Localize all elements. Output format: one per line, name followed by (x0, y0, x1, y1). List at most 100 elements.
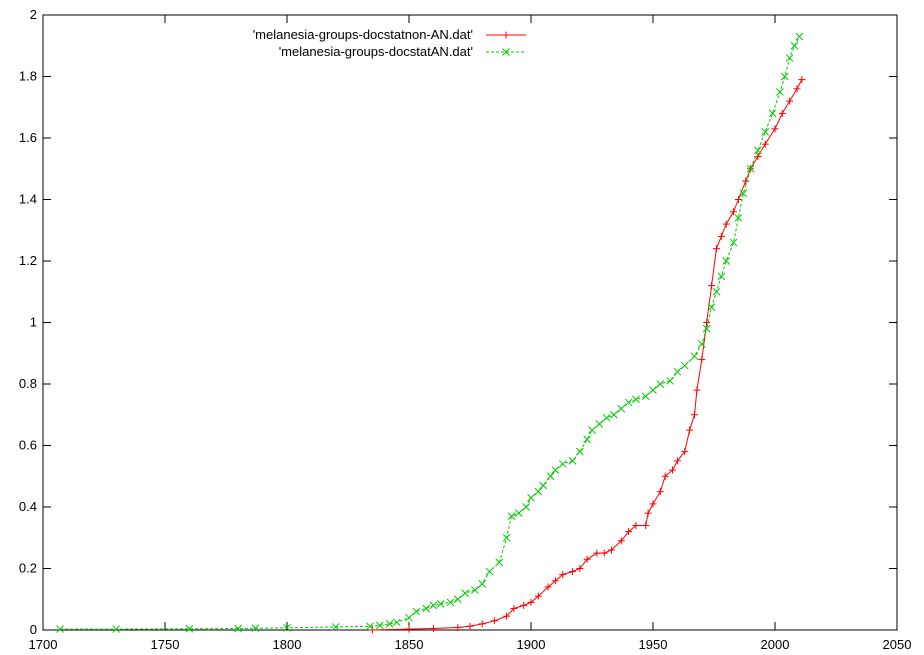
series-2-point-35 (583, 435, 591, 444)
series-2-point-27 (527, 493, 535, 502)
y-tick-label-10: 2 (30, 7, 37, 22)
series-1-point-15 (568, 568, 576, 576)
series-2-point-17 (453, 595, 462, 604)
series-1-point-48 (778, 109, 786, 117)
y-tick-label-8: 1.6 (19, 130, 37, 145)
series-2 (56, 32, 804, 633)
series-2-point-26 (522, 503, 530, 511)
series-2-point-7 (366, 622, 374, 631)
series-2-point-46 (666, 377, 674, 385)
series-1-point-33 (690, 411, 698, 419)
series-1-point-43 (742, 177, 750, 185)
y-tick-label-5: 1 (30, 315, 37, 330)
y-tick-label-9: 1.8 (19, 69, 37, 84)
y-tick-label-0: 0 (30, 622, 37, 637)
series-1-point-25 (644, 509, 652, 517)
series-2-point-1 (112, 625, 121, 633)
series-2-point-34 (575, 447, 584, 456)
series-2-point-16 (446, 598, 455, 607)
series-1-point-49 (786, 97, 794, 105)
series-line-2 (60, 36, 800, 630)
series-1-point-29 (669, 466, 677, 474)
series-2-point-64 (780, 72, 789, 81)
series-2-point-51 (702, 324, 711, 333)
series-1-point-18 (593, 549, 601, 557)
series-2-point-5 (283, 623, 291, 632)
series-2-point-32 (558, 460, 567, 468)
y-tick-label-6: 1.2 (19, 253, 37, 268)
series-line-1 (372, 79, 803, 631)
series-2-point-47 (673, 367, 682, 376)
series-1-point-16 (576, 565, 584, 572)
series-2-point-50 (697, 340, 706, 348)
series-2-point-42 (632, 395, 640, 404)
series-1-point-5 (478, 620, 486, 628)
series-1-point-26 (649, 500, 657, 508)
series-2-point-61 (761, 127, 770, 136)
legend: 'melanesia-groups-docstatnon-AN.dat' 'me… (253, 27, 526, 59)
series-1-point-7 (503, 612, 511, 620)
legend-marker-series-2 (502, 48, 510, 56)
series-1-point-1 (405, 625, 413, 633)
series-1-point-36 (703, 319, 711, 326)
x-tick-label-1: 1750 (151, 637, 180, 652)
series-2-point-4 (251, 624, 260, 633)
series-2-point-60 (754, 146, 762, 155)
series-2-point-41 (624, 398, 633, 407)
x-tick-label-2: 1800 (273, 637, 302, 652)
series-2-point-28 (534, 487, 543, 496)
series-1-point-41 (730, 208, 738, 216)
series-2-point-12 (412, 607, 421, 616)
series-1-point-37 (708, 282, 716, 290)
series-1-point-46 (761, 140, 769, 148)
series-1-point-38 (712, 245, 720, 253)
x-tick-label-5: 1950 (639, 637, 668, 652)
series-1-point-39 (717, 232, 725, 240)
series-1-point-10 (527, 598, 535, 606)
series-1-point-14 (559, 571, 567, 579)
series-1-point-51 (798, 76, 806, 84)
series-1-point-8 (510, 604, 518, 612)
series-1-point-40 (722, 220, 730, 228)
series-1-point-2 (429, 624, 437, 632)
x-tick-label-4: 1900 (517, 637, 546, 652)
series-2-point-30 (546, 472, 555, 481)
series-1-point-32 (686, 426, 694, 434)
y-tick-label-2: 0.4 (19, 499, 37, 514)
series-1-point-19 (600, 549, 608, 557)
series-2-point-54 (717, 272, 726, 281)
series-2-point-20 (478, 580, 487, 588)
series-2-point-0 (56, 625, 64, 633)
series-2-point-36 (588, 426, 596, 434)
series-1-point-42 (734, 196, 742, 203)
legend-label-series-1: 'melanesia-groups-docstatnon-AN.dat' (253, 27, 473, 42)
series-1-point-50 (793, 85, 801, 93)
series-2-point-6 (331, 623, 340, 631)
series-1-point-30 (673, 457, 681, 465)
series-2-point-31 (551, 466, 560, 474)
y-tick-label-3: 0.6 (19, 438, 37, 453)
series-2-point-63 (776, 88, 784, 96)
series-2-point-22 (495, 558, 504, 567)
series-2-point-53 (712, 287, 721, 296)
series-2-point-2 (185, 624, 194, 633)
series-1-point-6 (490, 617, 498, 625)
series-2-point-11 (405, 613, 413, 622)
y-tick-label-1: 0.2 (19, 561, 37, 576)
series-1-point-3 (454, 624, 462, 632)
series-2-point-45 (656, 380, 665, 388)
series-2-point-65 (785, 54, 794, 62)
series-2-point-8 (375, 621, 384, 630)
series-2-point-62 (768, 109, 777, 118)
x-tick-label-3: 1850 (395, 637, 424, 652)
y-tick-label-4: 0.8 (19, 376, 37, 391)
series-layer (56, 32, 806, 634)
series-1-point-31 (681, 448, 689, 456)
series-2-point-25 (514, 509, 523, 518)
plot-frame (42, 14, 898, 631)
series-2-point-3 (234, 624, 243, 633)
x-tick-label-0: 1700 (29, 637, 58, 652)
series-2-point-33 (568, 457, 577, 465)
series-2-point-38 (602, 413, 611, 422)
